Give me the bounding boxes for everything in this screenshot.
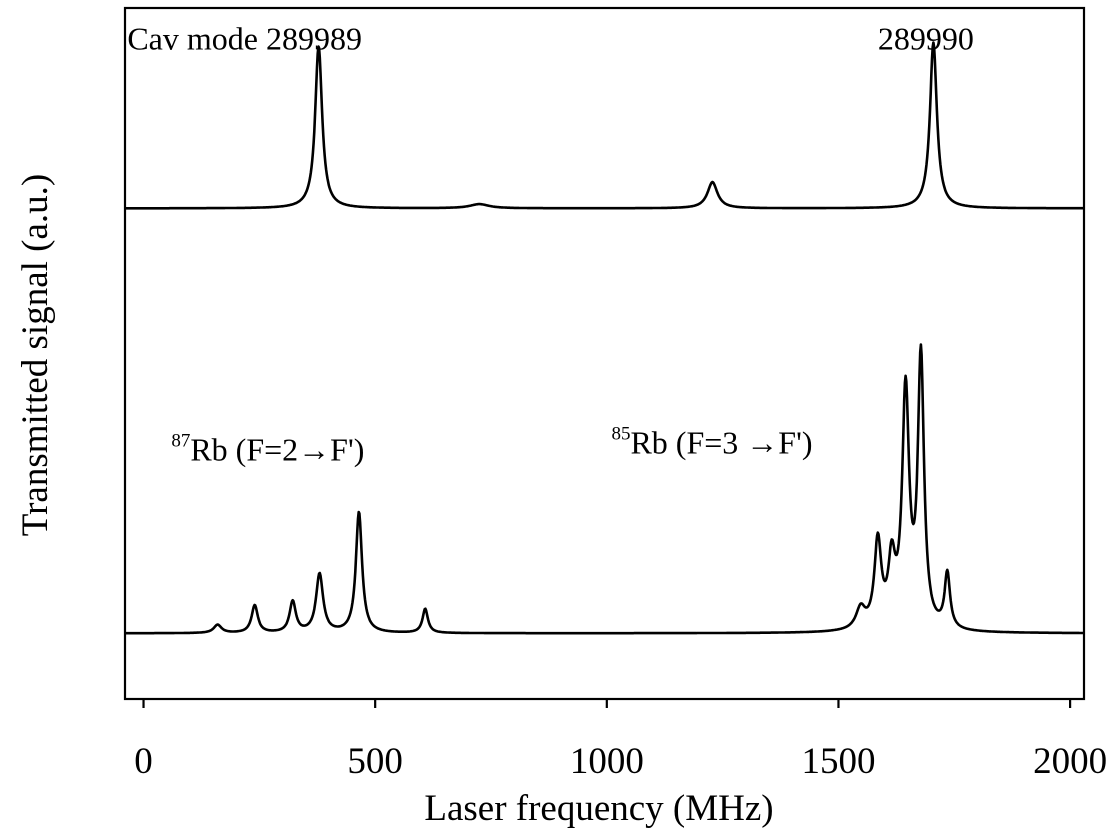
x-axis-tick-labels: 0 500 1000 1500 2000 xyxy=(134,741,1106,782)
x-tick-label-0: 0 xyxy=(134,741,153,782)
x-tick-label-3: 1500 xyxy=(801,741,875,782)
annotations: Cav mode 289989 289990 87Rb (F=2→F') 85Rb (… xyxy=(127,20,974,467)
x-tick-label-4: 2000 xyxy=(1033,741,1106,782)
x-tick-label-1: 500 xyxy=(347,741,403,782)
plot-frame xyxy=(123,6,1086,701)
annotation-cav1: Cav mode 289989 xyxy=(127,20,362,56)
annotation-cav2: 289990 xyxy=(878,20,974,56)
annotation-rb87: 87Rb (F=2→F') xyxy=(171,431,364,468)
series-1-line xyxy=(124,41,1085,210)
x-axis-ticks xyxy=(142,699,1072,708)
annotation-rb85: 85Rb (F=3 →F') xyxy=(611,424,812,461)
traces xyxy=(124,41,1085,635)
x-axis-title: Laser frequency (MHz) xyxy=(424,788,773,829)
series-2-line xyxy=(124,343,1085,635)
y-axis-title: Transmitted signal (a.u.) xyxy=(15,174,56,536)
x-tick-label-2: 1000 xyxy=(570,741,644,782)
